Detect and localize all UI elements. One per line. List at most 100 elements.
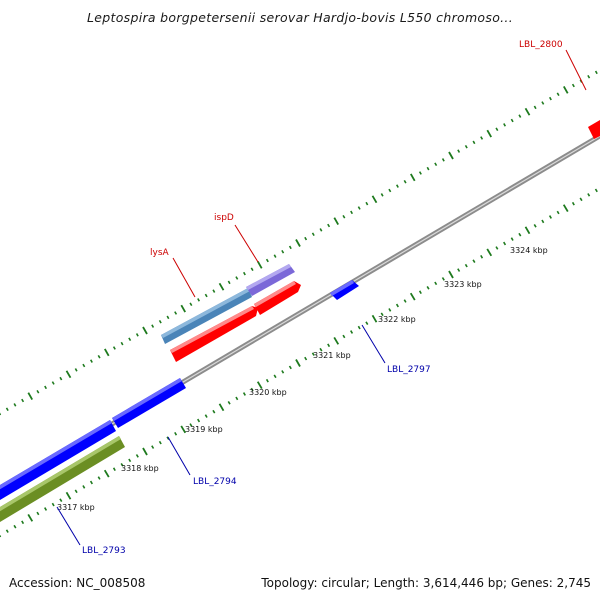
forward-minor-tick [395, 184, 399, 188]
forward-minor-tick [594, 70, 598, 75]
forward-minor-tick [235, 276, 239, 280]
forward-minor-tick [587, 74, 591, 79]
reverse-minor-tick [464, 263, 468, 268]
forward-major-tick [371, 195, 378, 204]
gene-label-lysA[interactable]: lysA [150, 248, 170, 258]
reverse-minor-tick [227, 400, 231, 405]
gene-block-LBL_2794[interactable] [112, 378, 186, 428]
reverse-minor-tick [158, 440, 162, 445]
reverse-minor-tick [273, 374, 277, 379]
reverse-minor-tick [587, 193, 591, 197]
forward-minor-tick [548, 96, 552, 101]
forward-major-tick [218, 282, 225, 291]
forward-minor-tick [518, 114, 522, 118]
gene-block-blue-long[interactable] [0, 420, 116, 500]
forward-minor-tick [342, 214, 346, 219]
forward-minor-tick [319, 228, 323, 232]
reverse-minor-tick [426, 285, 430, 290]
reverse-minor-tick [44, 507, 48, 511]
gene-block-red-2[interactable] [254, 281, 301, 315]
forward-minor-tick [5, 407, 9, 412]
reverse-minor-tick [235, 396, 239, 401]
reverse-minor-tick [242, 392, 246, 396]
reverse-minor-tick [365, 321, 369, 326]
reverse-minor-tick [304, 356, 308, 361]
tick-row-forward [0, 70, 598, 416]
reverse-minor-tick [319, 347, 323, 352]
gene-label-LBL_2794[interactable]: LBL_2794 [193, 477, 237, 487]
reverse-major-tick [371, 314, 378, 323]
forward-minor-tick [158, 319, 162, 324]
forward-minor-tick [457, 149, 461, 153]
forward-minor-tick [13, 403, 17, 407]
reverse-minor-tick [403, 299, 407, 303]
forward-minor-tick [533, 105, 537, 110]
scale-label-3318: 3318 kbp [121, 464, 159, 473]
gene-block-LBL_2800[interactable] [588, 120, 600, 139]
reverse-minor-tick [51, 502, 55, 507]
gene-labels: LBL_2800 ispD lysA LBL_2797 LBL_2794 LBL… [82, 40, 563, 556]
gene-label-LBL_2797[interactable]: LBL_2797 [387, 365, 431, 375]
reverse-major-tick [409, 292, 416, 301]
forward-major-tick [104, 348, 110, 357]
forward-minor-tick [82, 363, 86, 368]
forward-minor-tick [388, 188, 392, 193]
reverse-minor-tick [357, 325, 361, 330]
reverse-major-tick [65, 491, 72, 500]
reverse-minor-tick [89, 480, 93, 485]
reverse-minor-tick [21, 520, 25, 525]
forward-minor-tick [311, 232, 315, 237]
forward-minor-tick [434, 162, 438, 167]
forward-minor-tick [556, 92, 560, 97]
reverse-minor-tick [350, 330, 354, 334]
forward-minor-tick [357, 206, 361, 210]
forward-major-tick [295, 239, 301, 247]
forward-minor-tick [350, 210, 354, 215]
reverse-minor-tick [112, 467, 116, 471]
gene-label-ispD[interactable]: ispD [214, 213, 234, 223]
reverse-minor-tick [5, 529, 9, 533]
reverse-minor-tick [135, 454, 139, 458]
reverse-minor-tick [311, 352, 315, 356]
reverse-major-tick [448, 270, 454, 279]
gene-label-LBL_2800[interactable]: LBL_2800 [519, 40, 563, 50]
forward-minor-tick [495, 127, 499, 132]
reverse-minor-tick [212, 409, 216, 414]
forward-minor-tick [128, 337, 132, 342]
forward-minor-tick [74, 368, 78, 372]
forward-minor-tick [151, 324, 155, 328]
reverse-minor-tick [518, 232, 522, 237]
reverse-minor-tick [395, 303, 399, 308]
forward-minor-tick [59, 376, 63, 381]
forward-minor-tick [204, 293, 208, 298]
reverse-minor-tick [457, 268, 461, 272]
gene-block-ispD[interactable] [246, 264, 295, 296]
gene-block-red-1[interactable] [170, 306, 258, 362]
forward-minor-tick [365, 201, 369, 206]
reverse-minor-tick [441, 277, 445, 281]
gene-block-LBL_2793[interactable] [0, 436, 125, 522]
scale-label-3319: 3319 kbp [185, 425, 223, 434]
forward-minor-tick [242, 271, 246, 276]
forward-minor-tick [426, 166, 430, 171]
reverse-minor-tick [265, 378, 269, 383]
scale-label-3317: 3317 kbp [57, 503, 95, 512]
reverse-major-tick [295, 359, 301, 367]
forward-major-tick [27, 392, 33, 401]
forward-minor-tick [380, 193, 384, 197]
forward-minor-tick [166, 315, 170, 320]
forward-minor-tick [51, 381, 55, 385]
gene-label-LBL_2793[interactable]: LBL_2793 [82, 546, 126, 556]
label-connectors [56, 49, 587, 546]
forward-genes [161, 120, 600, 362]
summary-text: Topology: circular; Length: 3,614,446 bp… [261, 576, 591, 590]
reverse-major-tick [524, 226, 531, 235]
forward-major-tick [486, 129, 492, 138]
forward-major-tick [524, 107, 531, 116]
reverse-major-tick [180, 425, 187, 434]
reverse-minor-tick [388, 308, 392, 312]
forward-major-tick [65, 370, 72, 379]
gene-block-LBL_2797[interactable] [330, 280, 359, 300]
reverse-minor-tick [13, 524, 17, 529]
